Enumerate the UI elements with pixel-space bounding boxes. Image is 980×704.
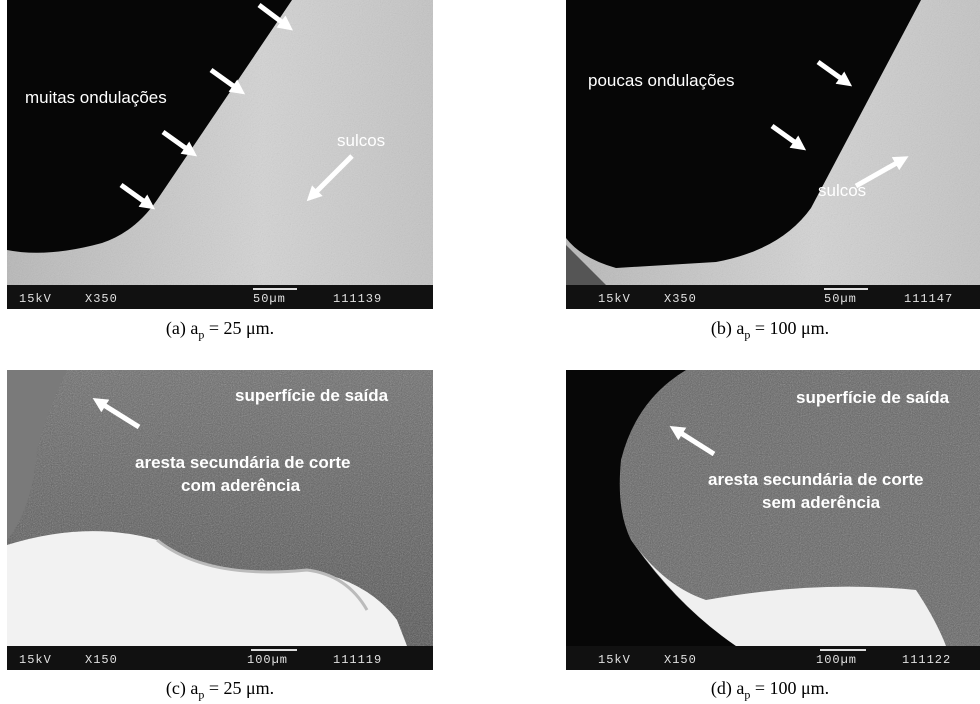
sem-image: muitas ondulações sulcos 15kV X350 50µm … [7, 0, 433, 309]
caption: (c) ap = 25 μm. [10, 678, 430, 703]
annotation: sulcos [818, 181, 866, 200]
magnification: X350 [85, 292, 118, 306]
caption-value: = 25 μm. [204, 318, 274, 338]
image-id: 111119 [333, 653, 382, 667]
panel-c: superfície de saída aresta secundária de… [7, 370, 433, 670]
caption-label: (a) a [166, 318, 198, 338]
voltage: 15kV [19, 292, 52, 306]
caption-value: = 100 μm. [750, 318, 829, 338]
annotation: aresta secundária de corte [708, 470, 923, 489]
panel-d: superfície de saída aresta secundária de… [566, 370, 980, 670]
sem-image: poucas ondulações sulcos 15kV X350 50µm … [566, 0, 980, 309]
caption-value: = 100 μm. [750, 678, 829, 698]
caption-label: (c) a [166, 678, 198, 698]
scale: 50µm [824, 292, 857, 306]
sem-image: superfície de saída aresta secundária de… [566, 370, 980, 670]
annotation: poucas ondulações [588, 71, 735, 90]
sem-image: superfície de saída aresta secundária de… [7, 370, 433, 670]
annotation: sem aderência [762, 493, 881, 512]
voltage: 15kV [598, 653, 631, 667]
magnification: X150 [85, 653, 118, 667]
caption: (d) ap = 100 μm. [560, 678, 980, 703]
magnification: X350 [664, 292, 697, 306]
caption: (a) ap = 25 μm. [10, 318, 430, 343]
image-id: 111147 [904, 292, 953, 306]
voltage: 15kV [598, 292, 631, 306]
caption: (b) ap = 100 μm. [560, 318, 980, 343]
scale: 100µm [247, 653, 288, 667]
voltage: 15kV [19, 653, 52, 667]
caption-value: = 25 μm. [204, 678, 274, 698]
annotation: sulcos [337, 131, 385, 150]
annotation: muitas ondulações [25, 88, 167, 107]
panel-a: muitas ondulações sulcos 15kV X350 50µm … [7, 0, 433, 309]
magnification: X150 [664, 653, 697, 667]
scale: 100µm [816, 653, 857, 667]
panel-b: poucas ondulações sulcos 15kV X350 50µm … [566, 0, 980, 309]
annotation: aresta secundária de corte [135, 453, 350, 472]
caption-label: (b) a [711, 318, 744, 338]
annotation: superfície de saída [796, 388, 950, 407]
scale: 50µm [253, 292, 286, 306]
image-id: 111122 [902, 653, 951, 667]
annotation: com aderência [181, 476, 301, 495]
page: muitas ondulações sulcos 15kV X350 50µm … [0, 0, 980, 704]
annotation: superfície de saída [235, 386, 389, 405]
caption-label: (d) a [711, 678, 744, 698]
image-id: 111139 [333, 292, 382, 306]
